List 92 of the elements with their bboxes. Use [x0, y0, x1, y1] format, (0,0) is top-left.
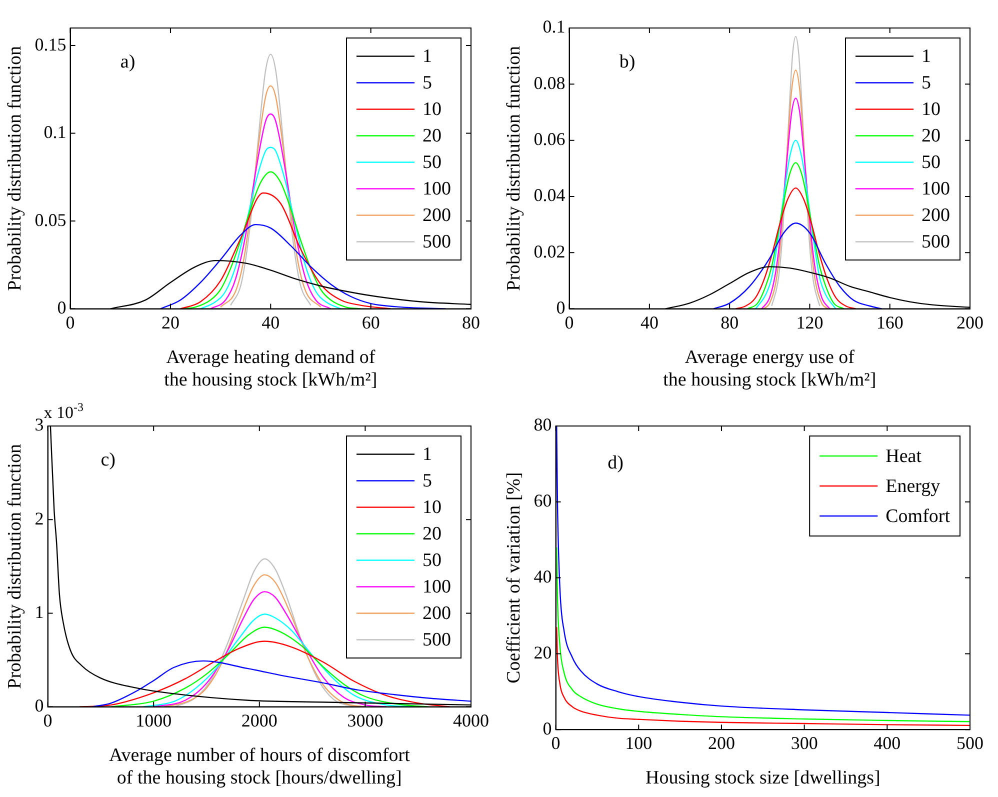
x-axis-title: Housing stock size [dwellings]	[645, 768, 880, 789]
x-tick-label: 3000	[347, 710, 384, 730]
legend-label: 50	[922, 152, 940, 174]
y-tick-label: 20	[534, 642, 552, 662]
x-tick-label: 100	[625, 733, 652, 754]
y-axis-title: Coefficient of variation [%]	[503, 472, 524, 684]
line-series	[164, 574, 366, 707]
line-series	[210, 113, 332, 309]
x-tick-label: 60	[362, 312, 380, 332]
line-series	[556, 626, 970, 726]
y-axis-title: Probability distribution function	[503, 45, 524, 291]
line-series	[220, 85, 322, 308]
y-tick-label: 0.04	[534, 185, 566, 206]
y-tick-label: 0.08	[534, 72, 566, 93]
x-tick-label: 4000	[453, 710, 489, 730]
line-series	[556, 426, 970, 716]
legend-label: 10	[922, 99, 940, 120]
legend-label: 200	[422, 603, 451, 624]
line-series	[200, 146, 342, 309]
y-tick-label: 0	[57, 298, 66, 318]
legend-label: 500	[422, 630, 451, 651]
y-tick-label: 0.05	[34, 210, 66, 230]
x-tick-label: 40	[262, 312, 280, 332]
x-tick-label: 400	[874, 733, 901, 754]
x-tick-label: 2000	[241, 710, 278, 730]
x-tick-label: 80	[462, 312, 480, 332]
x-tick-label: 200	[708, 733, 735, 754]
x-tick-label: 20	[161, 312, 180, 332]
x-tick-label: 160	[876, 312, 904, 332]
x-tick-label: 120	[796, 312, 824, 332]
annotation: b)	[619, 51, 636, 72]
legend-label: 100	[422, 576, 451, 598]
line-series	[755, 140, 836, 309]
y-tick-label: 3	[34, 414, 44, 435]
y-tick-label: 0.1	[542, 16, 566, 37]
x-tick-label: 1000	[136, 710, 172, 730]
y-tick-label: 60	[534, 490, 552, 511]
x-tick-label: 80	[720, 312, 739, 332]
y-tick-label: 40	[534, 566, 552, 587]
legend-label: Heat	[886, 446, 922, 467]
line-series	[174, 558, 356, 707]
legend-label: 200	[922, 205, 950, 226]
legend-label: 20	[422, 524, 442, 545]
legend-label: 20	[922, 126, 940, 147]
legend-label: 5	[422, 470, 432, 492]
x-axis-title: Average number of hours of discomfort of the housing stock [hours/dwelling]	[108, 744, 411, 789]
legend-label: 500	[922, 232, 950, 253]
legend-label: 100	[922, 178, 950, 200]
line-series	[734, 187, 856, 309]
y-tick-label: 80	[534, 414, 552, 435]
x-tick-label: 200	[956, 312, 984, 332]
y-tick-label: 1	[34, 602, 44, 622]
legend-label: 1	[422, 444, 432, 466]
line-series	[153, 591, 387, 707]
line-series	[747, 162, 844, 309]
annotation: a)	[120, 51, 136, 72]
legend-label: Comfort	[886, 506, 951, 527]
x-tick-label: 300	[790, 733, 818, 754]
line-series	[230, 54, 312, 306]
annotation: d)	[608, 452, 624, 474]
line-series	[712, 222, 882, 309]
legend-label: 5	[422, 72, 432, 94]
legend-label: 100	[422, 178, 451, 200]
y-tick-label: 0.02	[534, 241, 566, 262]
y-tick-label: 0	[34, 696, 44, 716]
x-axis-title: Average energy use of the housing stock [kWh/m²]	[663, 346, 876, 391]
y-tick-label: 0.06	[534, 129, 566, 150]
legend-label: 1	[422, 46, 432, 68]
x-tick-label: 500	[956, 733, 984, 754]
legend-label: 50	[422, 550, 442, 572]
y-tick-label: 0.15	[34, 34, 66, 54]
line-series	[556, 546, 970, 722]
y-axis-title: Probability distribution function	[4, 45, 26, 291]
legend-label: 50	[422, 152, 442, 174]
legend-label: 500	[422, 232, 451, 253]
legend-label: 200	[422, 205, 451, 226]
line-series	[761, 98, 830, 309]
annotation: c)	[100, 449, 116, 470]
y-tick-label: 2	[34, 508, 44, 528]
legend-label: 10	[422, 497, 442, 518]
y-tick-label: 0.1	[44, 122, 66, 142]
y-tick-label: 0	[556, 298, 566, 318]
legend-label: 5	[922, 72, 931, 94]
line-series	[92, 660, 471, 707]
legend-label: 1	[922, 46, 931, 68]
x-tick-label: 40	[640, 312, 658, 332]
y-axis-title: Probability distribution function	[4, 443, 26, 689]
legend-label: 10	[422, 99, 442, 120]
line-series	[180, 192, 392, 309]
legend-label: Energy	[886, 476, 941, 497]
x-axis-title: Average heating demand of the housing stock [kWh/m²]	[164, 346, 378, 391]
legend-label: 20	[422, 126, 442, 147]
